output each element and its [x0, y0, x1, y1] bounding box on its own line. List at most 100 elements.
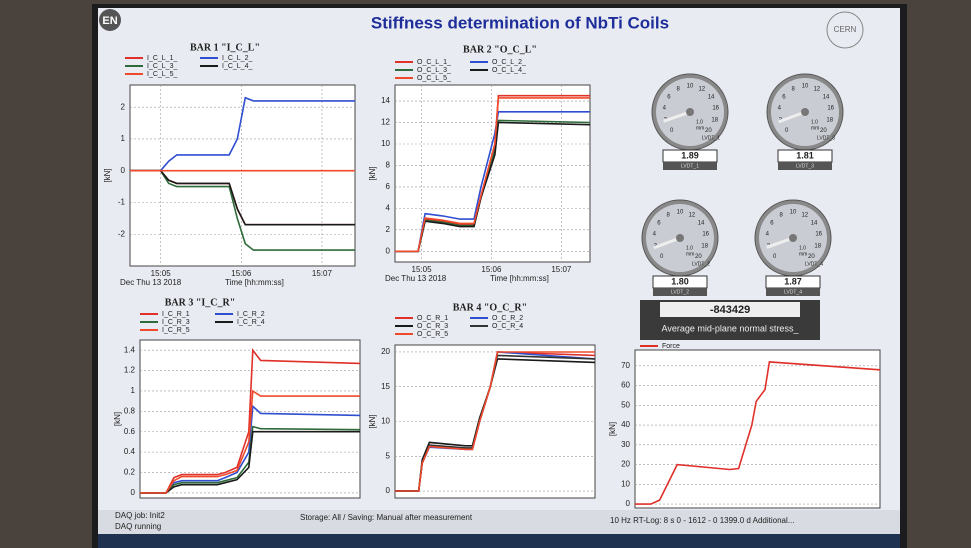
screen: EN Stiffness determination of NbTi Coils…: [0, 0, 971, 548]
y-tick-label: 40: [621, 420, 630, 429]
stress-value: -843429: [710, 304, 750, 316]
dial-unit: mm: [799, 251, 807, 257]
x-tick-label: 15:05: [412, 265, 433, 274]
y-tick-label: 50: [621, 400, 630, 409]
gauge-reading: 1.89: [681, 150, 699, 160]
dial-tick-label: 16: [827, 106, 834, 112]
y-tick-label: 4: [386, 203, 391, 212]
y-axis-title: [kN]: [608, 422, 617, 436]
y-axis-title: [kN]: [113, 412, 122, 426]
dial-unit: mm: [696, 125, 704, 131]
chart-title: BAR 3 "I_C_R": [165, 297, 236, 308]
gauge-name: LVDT_4: [805, 261, 823, 267]
gauge-reading: 1.87: [784, 276, 802, 286]
dial-tick-label: 10: [677, 210, 684, 216]
dial-unit: mm: [811, 125, 819, 131]
legend-label: I_C_L_5_: [147, 71, 177, 78]
y-tick-label: 10: [381, 139, 390, 148]
legend-label: I_C_L_2_: [222, 55, 252, 62]
gauge-caption: LVDT_3: [796, 163, 814, 169]
legend-label: O_C_L_3_: [417, 67, 451, 74]
legend-label: O_C_L_5_: [417, 75, 451, 82]
y-tick-label: 0: [121, 166, 126, 175]
legend-label: I_C_L_1_: [147, 55, 177, 62]
y-tick-label: 60: [621, 381, 630, 390]
gauge-name: LVDT_3: [817, 135, 835, 141]
y-tick-label: 0.8: [124, 406, 136, 415]
dial-tick-label: 10: [687, 84, 694, 90]
y-tick-label: 0: [131, 488, 136, 497]
y-tick-label: 1.2: [124, 366, 136, 375]
legend-label: O_C_R_2: [492, 315, 523, 322]
org-name: CERN: [834, 25, 857, 34]
y-tick-label: 20: [381, 347, 390, 356]
dial-tick-label: 20: [808, 254, 815, 260]
legend-label: I_C_R_5: [162, 327, 190, 334]
legend-label: I_C_R_2: [237, 311, 265, 318]
y-tick-label: 8: [386, 161, 391, 170]
gauge-caption: LVDT_4: [784, 289, 802, 295]
gauge-hub: [789, 234, 797, 242]
dial-tick-label: 20: [820, 128, 827, 134]
page-title: Stiffness determination of NbTi Coils: [371, 13, 669, 32]
dial-tick-label: 14: [698, 220, 705, 226]
y-tick-label: 15: [381, 382, 390, 391]
dial-tick-label: 16: [702, 232, 709, 238]
chart-title: BAR 2 "O_C_L": [463, 44, 537, 55]
y-tick-label: 1: [121, 134, 126, 143]
gauge-caption: LVDT_2: [671, 289, 689, 295]
y-tick-label: 6: [386, 182, 391, 191]
y-tick-label: 0.4: [124, 447, 136, 456]
stress-label: Average mid-plane normal stress_: [662, 323, 800, 333]
legend-label: O_C_R_1: [417, 315, 448, 322]
gauge-reading: 1.81: [796, 150, 814, 160]
x-axis-title: Time [hh:mm:ss]: [490, 274, 549, 283]
y-tick-label: 70: [621, 361, 630, 370]
dial-tick-label: 12: [688, 212, 695, 218]
dial-tick-label: 18: [814, 244, 821, 250]
status-running: DAQ running: [115, 522, 161, 531]
legend-label: O_C_L_2_: [492, 59, 526, 66]
logo: EN: [102, 15, 117, 27]
y-tick-label: 10: [621, 479, 630, 488]
x-tick-label: 15:06: [231, 269, 252, 278]
dial-tick-label: 12: [801, 212, 808, 218]
y-tick-label: 0.6: [124, 427, 136, 436]
gauge-hub: [686, 108, 694, 116]
legend-label: O_C_R_5: [417, 331, 448, 338]
legend-label: O_C_L_1_: [417, 59, 451, 66]
dial-tick-label: 14: [811, 220, 818, 226]
dial-tick-label: 12: [698, 86, 705, 92]
y-tick-label: 14: [381, 96, 390, 105]
status-storage: Storage: All / Saving: Manual after meas…: [300, 513, 473, 522]
y-axis-title: [kN]: [368, 166, 377, 180]
legend-label: I_C_R_4: [237, 319, 265, 326]
x-tick-label: 15:07: [312, 269, 333, 278]
legend-label: O_C_R_4: [492, 323, 523, 330]
dial-tick-label: 16: [815, 232, 822, 238]
y-tick-label: 1.4: [124, 345, 136, 354]
legend-label: I_C_L_3_: [147, 63, 177, 70]
y-tick-label: 30: [621, 440, 630, 449]
legend-label: O_C_L_4_: [492, 67, 526, 74]
page: EN Stiffness determination of NbTi Coils…: [0, 0, 971, 548]
legend-label: Force: [662, 343, 680, 350]
y-axis-title: [kN]: [368, 414, 377, 428]
dial-tick-label: 14: [708, 94, 715, 100]
dial-tick-label: 20: [705, 128, 712, 134]
legend-label: O_C_R_3: [417, 323, 448, 330]
y-tick-label: 12: [381, 118, 390, 127]
y-tick-label: 1: [131, 386, 136, 395]
y-tick-label: 0.2: [124, 468, 136, 477]
dial-tick-label: 14: [823, 94, 830, 100]
status-job: DAQ job: Init2: [115, 511, 165, 520]
y-tick-label: 0: [626, 499, 631, 508]
gauge-name: LVDT_1: [702, 135, 720, 141]
y-tick-label: 5: [386, 451, 391, 460]
y-tick-label: 0: [386, 486, 391, 495]
dial-unit: mm: [686, 251, 694, 257]
legend-label: I_C_R_3: [162, 319, 190, 326]
x-axis-title: Time [hh:mm:ss]: [225, 278, 284, 287]
gauge-caption: LVDT_1: [681, 163, 699, 169]
y-axis-title: [kN]: [103, 168, 112, 182]
